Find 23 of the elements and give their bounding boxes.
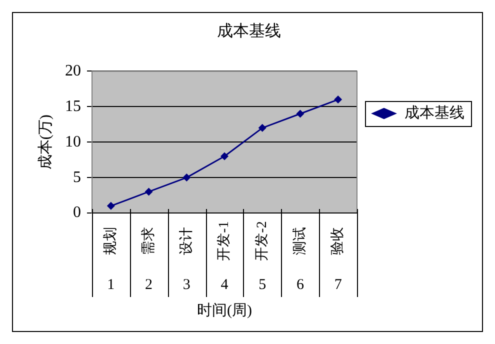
- point: [296, 110, 304, 118]
- category-label: 验收 7: [330, 227, 346, 293]
- point: [106, 202, 115, 210]
- point: [144, 188, 153, 196]
- legend-label: 成本基线: [404, 104, 464, 122]
- y-tick-label: 10: [65, 133, 81, 150]
- point: [334, 96, 342, 104]
- y-tick-label: 15: [65, 98, 81, 115]
- y-tick-label: 5: [73, 168, 81, 186]
- x-axis-title: 时间(周): [197, 302, 252, 319]
- category-label: 设计 3: [179, 227, 194, 293]
- category-label: 测试 6: [292, 227, 308, 293]
- category-label: 需求 2: [141, 227, 156, 293]
- y-axis-title: 成本(万): [36, 114, 54, 170]
- x-tick-label: 开发-1 4: [216, 221, 232, 293]
- point: [182, 174, 191, 182]
- y-tick-label: 20: [65, 62, 81, 80]
- x-tick-label: 开发-2 5: [254, 221, 270, 293]
- point: [258, 124, 266, 132]
- y-tick-label: 0: [73, 204, 81, 222]
- chart-title: 成本基线: [217, 22, 281, 40]
- point: [220, 152, 228, 160]
- category-label: 规划 1: [104, 227, 119, 293]
